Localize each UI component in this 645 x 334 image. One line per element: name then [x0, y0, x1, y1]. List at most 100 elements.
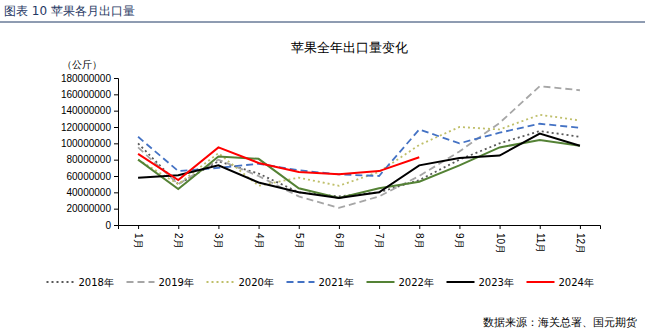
legend-item: 2018年	[47, 277, 114, 288]
y-tick: 160000000	[61, 89, 118, 100]
y-axis: 0 20000000 40000000 60000000 80000000 1000000…	[61, 73, 119, 231]
y-tick-label: 40000000	[67, 187, 112, 198]
y-tick-label: 120000000	[61, 122, 111, 133]
plot: 0 20000000 40000000 60000000 80000000 1000000…	[61, 73, 601, 254]
x-tick-mark	[419, 225, 420, 229]
y-tick: 100000000	[61, 138, 118, 149]
legend-label: 2021年	[319, 277, 354, 288]
legend-label: 2022年	[399, 277, 434, 288]
legend-item: 2024年	[527, 277, 594, 288]
legend-label: 2020年	[239, 277, 274, 288]
x-tick: 8月	[414, 225, 425, 249]
legend-item: 2022年	[367, 277, 434, 288]
x-tick: 10月	[495, 225, 506, 254]
y-tick-label: 20000000	[67, 203, 112, 214]
y-tick-mark	[114, 176, 118, 177]
x-tick-label: 2月	[173, 233, 184, 249]
series-line	[138, 147, 419, 180]
x-tick: 11月	[535, 225, 546, 253]
x-tick: 7月	[374, 225, 385, 249]
x-tick: 6月	[334, 225, 345, 249]
x-tick: 1月	[133, 225, 144, 249]
legend-item: 2021年	[287, 277, 354, 288]
y-tick-label: 60000000	[67, 171, 112, 182]
y-tick-label: 140000000	[61, 105, 111, 116]
y-tick-mark	[114, 78, 118, 79]
y-tick-mark	[114, 111, 118, 112]
x-tick-label: 12月	[575, 233, 586, 254]
y-tick: 20000000	[67, 203, 119, 214]
x-tick-mark	[339, 225, 340, 229]
x-tick-mark	[178, 225, 179, 229]
legend-swatch	[47, 281, 75, 283]
y-tick: 0	[105, 220, 118, 231]
header: 图表 10 苹果各月出口量	[4, 4, 135, 18]
y-tick-mark	[114, 160, 118, 161]
x-tick-mark	[540, 225, 541, 229]
x-tick-label: 10月	[495, 233, 506, 254]
legend-swatch	[367, 281, 395, 283]
y-tick-mark	[114, 127, 118, 128]
y-tick: 80000000	[67, 154, 119, 165]
chart: 图表 10 苹果各月出口量苹果全年出口量变化 （公斤） 0 20000000 40000…	[0, 0, 645, 334]
legend-swatch	[127, 281, 155, 283]
legend-label: 2018年	[79, 277, 114, 288]
x-tick-mark	[218, 225, 219, 229]
lines	[138, 86, 580, 208]
series-line	[138, 86, 580, 208]
legend-swatch	[447, 281, 475, 283]
y-tick: 140000000	[61, 105, 118, 116]
x-tick: 9月	[454, 225, 465, 249]
y-tick-label: 160000000	[61, 89, 111, 100]
legend: 2018年 2019年 2020年 2021年 2022年 2023年 2024年	[47, 277, 594, 288]
y-tick: 40000000	[67, 187, 119, 198]
x-tick-mark	[259, 225, 260, 229]
x-tick: 12月	[575, 225, 586, 254]
legend-label: 2019年	[159, 277, 194, 288]
x-tick-mark	[138, 225, 139, 229]
series-line	[138, 115, 580, 186]
x-tick-mark	[379, 225, 380, 229]
y-tick-mark	[114, 94, 118, 95]
series-line	[138, 134, 580, 199]
y-tick-mark	[114, 209, 118, 210]
y-label: （公斤）	[62, 59, 102, 70]
y-tick-mark	[114, 192, 118, 193]
x-tick: 4月	[254, 225, 265, 249]
x-tick: 3月	[213, 225, 224, 249]
y-tick: 180000000	[61, 73, 118, 84]
source: 数据来源：海关总署、国元期货	[483, 316, 637, 329]
y-tick-label: 180000000	[61, 73, 111, 84]
x-tick-label: 5月	[294, 233, 305, 249]
legend-swatch	[287, 281, 315, 283]
x-tick-mark	[580, 225, 581, 229]
x-tick-label: 1月	[133, 233, 144, 249]
legend-item: 2019年	[127, 277, 194, 288]
legend-item: 2023年	[447, 277, 514, 288]
y-tick: 120000000	[61, 122, 118, 133]
y-tick-mark	[114, 225, 118, 226]
x-tick-mark	[299, 225, 300, 229]
legend-item: 2020年	[207, 277, 274, 288]
x-axis: 1月 2月 3月 4月 5月 6月 7月 8月 9月 10月 11月 12月	[119, 225, 601, 254]
x-tick-mark	[459, 225, 460, 229]
x-tick-label: 9月	[454, 233, 465, 249]
x-tick-label: 3月	[213, 233, 224, 249]
header-rule	[0, 22, 645, 23]
y-tick: 60000000	[67, 171, 119, 182]
legend-label: 2024年	[559, 277, 594, 288]
legend-label: 2023年	[479, 277, 514, 288]
title: 苹果全年出口量变化	[291, 40, 408, 55]
y-tick-label: 100000000	[61, 138, 111, 149]
x-tick-label: 7月	[374, 233, 385, 249]
y-axis-line	[114, 79, 119, 226]
x-tick: 5月	[294, 225, 305, 249]
legend-swatch	[207, 281, 235, 283]
y-tick-label: 0	[105, 220, 111, 231]
x-axis-line	[119, 226, 601, 230]
x-tick-label: 4月	[254, 233, 265, 249]
x-tick-label: 11月	[535, 233, 546, 253]
y-tick-label: 80000000	[67, 154, 112, 165]
x-tick: 2月	[173, 225, 184, 249]
x-tick-mark	[500, 225, 501, 229]
